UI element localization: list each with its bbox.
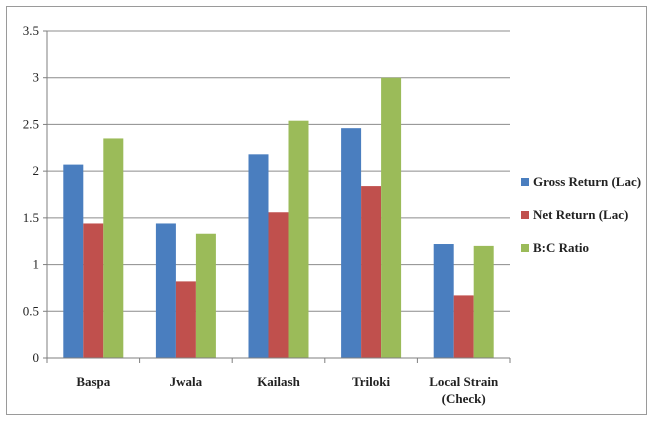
bar — [361, 186, 382, 358]
legend-label: Gross Return (Lac) — [533, 174, 641, 189]
y-tick-label: 2.5 — [23, 116, 39, 131]
bar — [103, 138, 124, 358]
y-tick-label: 1.5 — [23, 210, 39, 225]
bar — [63, 164, 84, 358]
axes — [43, 30, 511, 363]
x-category-label: Kailash — [257, 374, 300, 389]
bar — [83, 223, 104, 358]
bar — [288, 120, 309, 358]
x-category-label: Jwala — [170, 374, 203, 389]
bar — [381, 77, 402, 358]
y-tick-label: 3.5 — [23, 23, 39, 38]
y-tick-label: 0 — [33, 350, 40, 365]
bar — [341, 128, 362, 358]
bar — [248, 154, 269, 358]
legend-swatch — [521, 211, 529, 219]
gridlines — [47, 30, 510, 312]
legend-label: Net Return (Lac) — [533, 207, 628, 222]
bar — [433, 244, 454, 358]
y-axis-tick-labels: 0 0.5 1 1.5 2 2.5 3 3.5 — [23, 23, 39, 365]
x-axis-category-labels: Baspa Jwala Kailash Triloki Local Strain (Che… — [76, 374, 499, 406]
legend-swatch — [521, 178, 529, 186]
legend-swatch — [521, 244, 529, 252]
bar — [473, 245, 494, 358]
legend-label: B:C Ratio — [533, 240, 589, 255]
y-tick-label: 0.5 — [23, 303, 39, 318]
y-tick-label: 3 — [33, 70, 40, 85]
bars — [63, 77, 494, 358]
y-tick-label: 2 — [33, 163, 40, 178]
bar — [268, 212, 289, 358]
bar — [155, 223, 176, 358]
legend: Gross Return (Lac) Net Return (Lac) B:C Ra… — [521, 174, 641, 255]
y-tick-label: 1 — [33, 257, 40, 272]
x-category-label: Baspa — [76, 374, 110, 389]
bar — [453, 295, 474, 358]
bar — [175, 281, 196, 358]
x-category-label: Triloki — [352, 374, 390, 389]
x-category-label: (Check) — [442, 391, 486, 406]
x-category-label: Local Strain — [429, 374, 499, 389]
bar — [195, 233, 216, 358]
